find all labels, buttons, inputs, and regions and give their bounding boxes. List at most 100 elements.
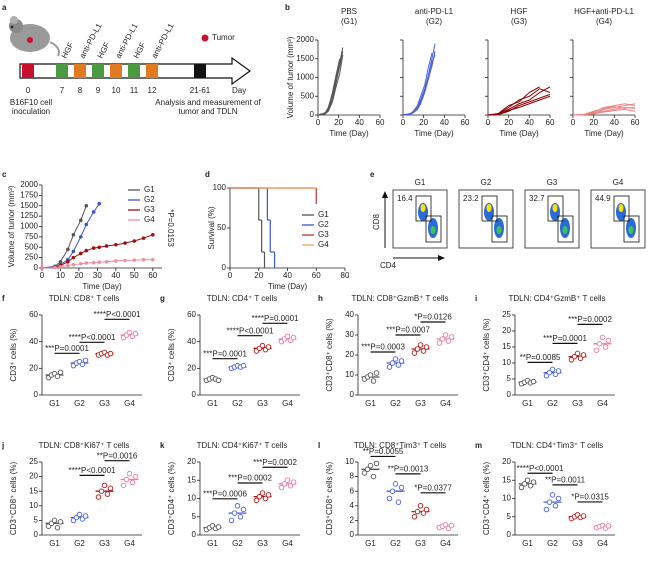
data-point [521, 481, 528, 487]
y-tick-label: 6 [350, 486, 355, 495]
significance-label: ***P=0.0002 [568, 315, 612, 324]
arrow-head [382, 191, 388, 198]
day-label: 7 [60, 86, 65, 95]
analysis-note: Analysis and measurement of tumor and TD… [155, 98, 261, 116]
y-tick-label: 60 [29, 310, 38, 319]
data-point [580, 513, 587, 519]
data-point [518, 484, 525, 491]
group-label: G1 [415, 178, 426, 187]
chart-title: HGF+anti-PD-L1 [574, 7, 634, 16]
data-point [420, 348, 427, 354]
y-tick-label: 20 [29, 363, 38, 372]
x-tick-label: 80 [341, 271, 350, 280]
x-tick-label: 20 [419, 118, 428, 127]
day-label: 9 [96, 86, 101, 95]
x-tick-label: G4 [597, 539, 608, 548]
data-point [284, 477, 291, 484]
y-tick-label: 10 [502, 358, 511, 367]
y-tick-label: 1250 [20, 211, 38, 220]
panel-letter: m [475, 441, 482, 450]
x-tick-label: G3 [572, 399, 583, 408]
data-point [386, 364, 393, 370]
data-point [389, 360, 396, 366]
series-line [402, 54, 436, 116]
significance-label: *P=0.0377 [414, 483, 452, 492]
data-point [442, 332, 449, 338]
significance-label: ***P=0.0002 [228, 474, 272, 483]
y-tick-label: 0 [507, 530, 512, 539]
x-tick-label: G4 [597, 399, 608, 408]
data-point [605, 337, 612, 344]
y-tick-label: 25 [502, 310, 511, 319]
chart-title: TDLN: CD4⁺Ki67⁺ T cells [197, 441, 288, 450]
x-tick-label: G1 [49, 399, 60, 408]
y-tick-label: 4 [350, 501, 355, 510]
data-point [256, 493, 263, 500]
y-tick-label: 0 [34, 390, 39, 399]
data-point [395, 362, 402, 368]
data-point [373, 460, 380, 467]
y-tick-label: 250 [25, 253, 39, 262]
treatment-label: anti-PD-L1 [150, 21, 176, 59]
panel-letter: j [1, 441, 4, 450]
day-label: 8 [78, 86, 83, 95]
x-tick-label: G1 [522, 399, 533, 408]
data-point [442, 522, 449, 528]
x-tick-label: 20 [504, 118, 513, 127]
density-core [486, 204, 492, 212]
data-point [392, 356, 399, 362]
y-tick-label: 20 [345, 350, 354, 359]
data-point [123, 476, 130, 483]
day-label: 11 [130, 86, 139, 95]
data-point [549, 366, 556, 373]
y-tick-label: 15 [502, 475, 511, 484]
x-tick-label: 60 [376, 118, 385, 127]
x-tick-label: G1 [207, 399, 218, 408]
y-tick-label: 1500 [20, 201, 38, 210]
significance-label: ***P=0.0001 [45, 344, 89, 353]
x-tick-label: G3 [257, 399, 268, 408]
data-point [543, 373, 550, 379]
data-point [364, 466, 371, 473]
data-point [411, 350, 418, 356]
data-point [414, 508, 421, 515]
legend-label: G1 [144, 185, 155, 194]
y-tick-label: 0 [310, 110, 315, 119]
y-axis-title: CD3⁺CD8⁺ cells (%) [9, 461, 18, 535]
x-tick-label: G2 [74, 539, 85, 548]
chart-title: PBS [341, 7, 357, 16]
data-point [546, 369, 553, 376]
chart-title: TDLN: CD4⁺GzmB⁺ T cells [508, 294, 605, 303]
x-tick-label: G1 [49, 539, 60, 548]
data-point [57, 519, 64, 525]
gate-percent: 44.9 [595, 194, 611, 203]
data-point [527, 482, 534, 489]
significance-label: *P=0.0315 [571, 493, 609, 502]
panel-letter: k [160, 441, 165, 450]
gate [415, 195, 432, 222]
y-tick-label: 20 [29, 472, 38, 481]
timeline-segment [194, 64, 206, 78]
chart-title: TDLN: CD8⁺Ki67⁺ T cells [39, 441, 130, 450]
chart-subtitle: (G3) [511, 17, 527, 26]
x-tick-label: 40 [440, 118, 449, 127]
y-tick-label: 0 [192, 390, 197, 399]
panel-letter: g [160, 294, 165, 303]
chart-title: TDLN: CD8⁺GzmB⁺ T cells [351, 294, 448, 303]
data-point [552, 503, 559, 509]
x-tick-label: 60 [546, 118, 555, 127]
x-tick-label: G4 [124, 539, 135, 548]
x-tick-label: 50 [130, 271, 139, 280]
x-tick-label: 40 [525, 118, 534, 127]
data-point [398, 484, 405, 491]
data-point [373, 370, 380, 376]
significance-label: ****P<0.0001 [517, 464, 564, 473]
y-axis-title: CD3⁺CD4⁺ cells (%) [167, 461, 176, 535]
y-tick-label: 25 [29, 457, 38, 466]
significance-label: ***P=0.0006 [203, 489, 247, 498]
panel-letter: i [475, 294, 477, 303]
x-tick-label: G2 [232, 539, 243, 548]
data-point [552, 371, 559, 377]
chart-title: TDLN: CD4⁺Tim3⁺ T cells [511, 441, 603, 450]
data-point [95, 494, 102, 500]
